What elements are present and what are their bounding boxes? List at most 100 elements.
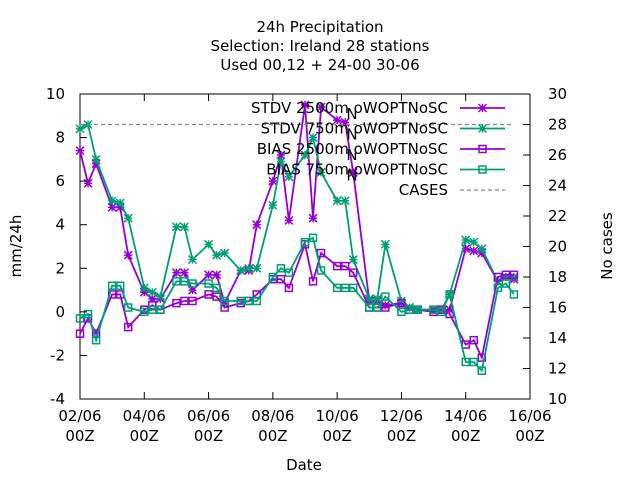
data-point xyxy=(469,335,478,345)
data-point xyxy=(212,283,221,293)
data-point xyxy=(332,115,342,125)
data-point xyxy=(252,220,262,230)
data-point xyxy=(332,261,342,271)
data-point xyxy=(381,292,390,301)
data-point xyxy=(171,268,181,278)
data-point xyxy=(445,309,454,319)
data-point xyxy=(381,303,390,312)
y2-tick-label: 16 xyxy=(548,299,567,317)
y2-tick-label: 18 xyxy=(548,268,567,286)
data-point xyxy=(509,290,519,299)
data-point xyxy=(469,246,479,256)
data-point xyxy=(477,353,487,362)
data-point xyxy=(204,270,214,280)
y-tick-label: 0 xyxy=(55,303,65,321)
data-point xyxy=(236,296,245,306)
data-point xyxy=(493,272,503,282)
data-point xyxy=(123,213,133,223)
data-point xyxy=(179,222,189,232)
data-point xyxy=(477,366,487,375)
data-point xyxy=(397,307,406,317)
data-point xyxy=(179,268,189,278)
y-tick-label: 6 xyxy=(55,172,65,190)
y-tick-label: 4 xyxy=(55,216,65,234)
y2-tick-label: 12 xyxy=(548,360,567,378)
data-point xyxy=(300,237,310,247)
data-point xyxy=(187,255,198,265)
data-point xyxy=(172,277,181,286)
data-point xyxy=(372,294,382,304)
data-point xyxy=(180,296,189,306)
data-point xyxy=(316,167,326,177)
x-tick-label: 06/06 xyxy=(187,407,230,425)
data-point xyxy=(180,277,189,286)
x-tick-label: 12/06 xyxy=(380,407,423,425)
title-line: 24h Precipitation xyxy=(256,18,383,36)
data-point xyxy=(147,287,157,297)
data-point xyxy=(340,261,350,271)
data-point xyxy=(308,233,318,243)
data-point xyxy=(308,133,318,143)
x-tick-label-time: 00Z xyxy=(387,427,416,445)
y2-tick-label: 26 xyxy=(548,146,567,164)
series-3 xyxy=(75,233,519,375)
legend-subscript: N xyxy=(346,146,357,164)
y2-tick-label: 20 xyxy=(548,238,567,256)
y2-tick-label: 22 xyxy=(548,207,567,225)
data-point xyxy=(284,172,294,182)
data-point xyxy=(188,279,197,288)
y2-tick-label: 30 xyxy=(548,85,567,103)
legend-label: STDV 2500m oWOPTNoSC xyxy=(251,99,448,117)
data-point xyxy=(115,198,125,208)
data-point xyxy=(220,248,230,258)
y-axis-title: mm/24h xyxy=(7,215,25,278)
data-point xyxy=(188,296,197,306)
y2-tick-label: 10 xyxy=(548,390,567,408)
x-tick-label-time: 00Z xyxy=(451,427,480,445)
data-point xyxy=(107,281,117,290)
data-point xyxy=(348,255,358,265)
data-point xyxy=(469,357,478,367)
data-point xyxy=(405,305,414,314)
data-point xyxy=(316,266,326,275)
data-point xyxy=(212,250,222,260)
x-tick-label-time: 00Z xyxy=(65,427,94,445)
x-tick-label-time: 00Z xyxy=(130,427,159,445)
data-point xyxy=(477,123,488,134)
axis-ticks: -4-20246810101214161820222426283002/0600… xyxy=(46,85,567,445)
data-point xyxy=(123,250,133,260)
legend-subscript: N xyxy=(346,105,357,123)
data-point xyxy=(477,244,487,254)
data-point xyxy=(365,303,374,312)
series-line xyxy=(79,241,514,361)
data-point xyxy=(83,178,93,188)
data-point xyxy=(276,274,286,284)
data-point xyxy=(284,268,294,277)
x-tick-label-time: 00Z xyxy=(515,427,544,445)
data-point xyxy=(107,196,117,206)
data-point xyxy=(171,222,181,232)
data-point xyxy=(204,290,213,299)
y-tick-label: 2 xyxy=(55,259,65,277)
data-point xyxy=(380,239,390,249)
data-point xyxy=(115,281,125,290)
data-point xyxy=(139,283,149,293)
x-tick-label: 04/06 xyxy=(123,407,166,425)
legend-label: STDV 750m oWOPTNoSC xyxy=(261,120,448,138)
data-point xyxy=(348,268,358,277)
data-point xyxy=(91,154,101,164)
x-tick-label-time: 00Z xyxy=(194,427,223,445)
data-point xyxy=(204,279,213,288)
y2-tick-label: 24 xyxy=(548,177,567,195)
legend-subscript: N xyxy=(346,167,357,185)
data-point xyxy=(212,292,221,301)
data-point xyxy=(276,157,286,167)
y-tick-label: 10 xyxy=(46,85,65,103)
data-point xyxy=(172,298,181,308)
data-point xyxy=(300,150,310,160)
y-tick-label: -4 xyxy=(50,390,65,408)
data-point xyxy=(268,272,278,282)
